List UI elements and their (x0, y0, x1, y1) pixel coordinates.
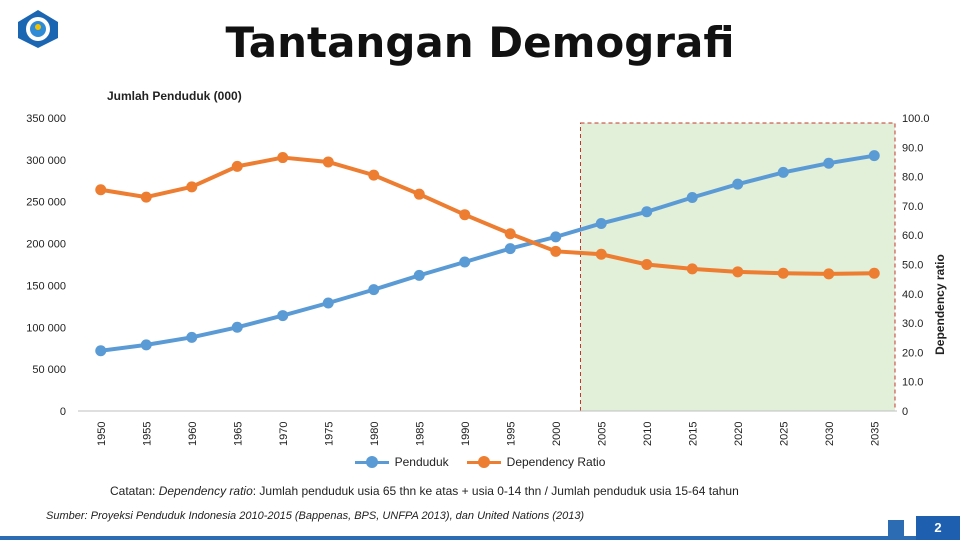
y-right-tick-label: 10.0 (902, 377, 923, 389)
data-point-dependency (868, 267, 880, 279)
y-right-tick-label: 0 (902, 406, 908, 418)
x-tick-label: 1965 (232, 422, 244, 446)
data-point-dependency (732, 266, 744, 278)
legend-swatch-penduduk (354, 456, 389, 468)
source-citation: Sumber: Proyeksi Penduduk Indonesia 2010… (46, 510, 585, 522)
data-point-dependency (550, 245, 562, 257)
data-point-penduduk (95, 345, 107, 357)
data-point-penduduk (413, 269, 425, 281)
data-point-dependency (368, 169, 380, 181)
y-right-tick-label: 100.0 (902, 113, 930, 125)
y-left-tick-label: 0 (60, 406, 66, 418)
data-point-dependency (823, 268, 835, 280)
y-left-tick-label: 250 000 (26, 197, 66, 209)
x-tick-label: 1970 (278, 422, 290, 446)
x-tick-label: 2015 (687, 422, 699, 446)
data-point-penduduk (868, 150, 880, 162)
series-line-penduduk (100, 153, 875, 353)
data-point-penduduk (459, 256, 471, 268)
chart-legend: Penduduk Dependency Ratio (0, 455, 960, 469)
data-point-penduduk (823, 157, 835, 169)
x-tick-label: 1990 (460, 422, 472, 446)
data-point-penduduk (550, 231, 562, 243)
x-tick-label: 2010 (642, 422, 654, 446)
data-point-penduduk (140, 339, 152, 351)
y-right-tick-label: 50.0 (902, 260, 923, 272)
data-point-dependency (595, 248, 607, 260)
data-point-penduduk (595, 217, 607, 229)
data-point-dependency (686, 263, 698, 275)
x-tick-label: 2020 (733, 422, 745, 446)
page-number: 2 (916, 516, 960, 540)
y-right-tick-label: 40.0 (902, 289, 923, 301)
x-tick-label: 2025 (778, 422, 790, 446)
data-point-dependency (140, 191, 152, 203)
legend-label-dependency: Dependency Ratio (506, 455, 606, 469)
data-point-penduduk (277, 310, 289, 322)
x-tick-label: 2035 (869, 422, 881, 446)
y-right-tick-label: 80.0 (902, 172, 923, 184)
y-right-tick-label: 20.0 (902, 347, 923, 359)
data-point-penduduk (777, 166, 789, 178)
data-point-dependency (504, 228, 516, 240)
y-right-tick-label: 70.0 (902, 201, 923, 213)
y-left-tick-label: 50 000 (32, 364, 66, 376)
data-point-dependency (186, 181, 198, 193)
logo-icon (18, 10, 58, 48)
data-point-penduduk (231, 321, 243, 333)
legend-item-dependency: Dependency Ratio (466, 455, 606, 469)
x-tick-label: 1980 (369, 422, 381, 446)
y-right-tick-label: 60.0 (902, 230, 923, 242)
note-text: : Jumlah penduduk usia 65 thn ke atas + … (252, 484, 739, 498)
y-left-tick-label: 350 000 (26, 113, 66, 125)
data-point-penduduk (186, 331, 198, 343)
page-title: Tantangan Demografi (225, 18, 735, 67)
x-tick-label: 2000 (551, 422, 563, 446)
data-point-penduduk (732, 178, 744, 190)
footer-square (888, 520, 904, 536)
y-left-tick-label: 200 000 (26, 239, 66, 251)
y-left-tick-label: 100 000 (26, 322, 66, 334)
legend-swatch-dependency (466, 456, 501, 468)
data-point-penduduk (641, 206, 653, 218)
x-tick-label: 1995 (505, 422, 517, 446)
data-point-dependency (322, 156, 334, 168)
data-point-dependency (413, 188, 425, 200)
y-left-tick-label: 300 000 (26, 155, 66, 167)
y-left-tick-label: 150 000 (26, 280, 66, 292)
x-tick-label: 1985 (414, 422, 426, 446)
x-tick-label: 1950 (96, 422, 108, 446)
demography-chart: 0 50 000 100 000 150 000 200 000 250 000 300 0… (26, 113, 947, 446)
y-right-axis-label: Dependency ratio (933, 254, 947, 355)
data-point-penduduk (686, 192, 698, 204)
footer-bar (0, 536, 960, 540)
x-tick-label: 2005 (596, 422, 608, 446)
note-prefix: Catatan: (110, 484, 159, 498)
chart-note: Catatan: Dependency ratio: Jumlah pendud… (110, 484, 739, 498)
x-tick-label: 2030 (824, 422, 836, 446)
x-tick-label: 1960 (187, 422, 199, 446)
series-line-dependency (100, 155, 875, 276)
note-term: Dependency ratio (158, 484, 253, 498)
y-right-tick-label: 90.0 (902, 142, 923, 154)
legend-label-penduduk: Penduduk (394, 455, 449, 469)
data-point-dependency (231, 160, 243, 172)
data-point-penduduk (368, 284, 380, 296)
data-point-penduduk (322, 297, 334, 309)
data-point-dependency (277, 152, 289, 164)
legend-item-penduduk: Penduduk (354, 455, 449, 469)
x-tick-label: 1975 (323, 422, 335, 446)
x-tick-label: 1955 (141, 422, 153, 446)
data-point-dependency (95, 184, 107, 196)
y-right-tick-label: 30.0 (902, 318, 923, 330)
data-point-dependency (777, 267, 789, 279)
data-point-dependency (459, 209, 471, 221)
chart-subtitle: Jumlah Penduduk (000) (107, 89, 242, 103)
data-point-dependency (641, 259, 653, 270)
data-point-penduduk (504, 243, 516, 255)
